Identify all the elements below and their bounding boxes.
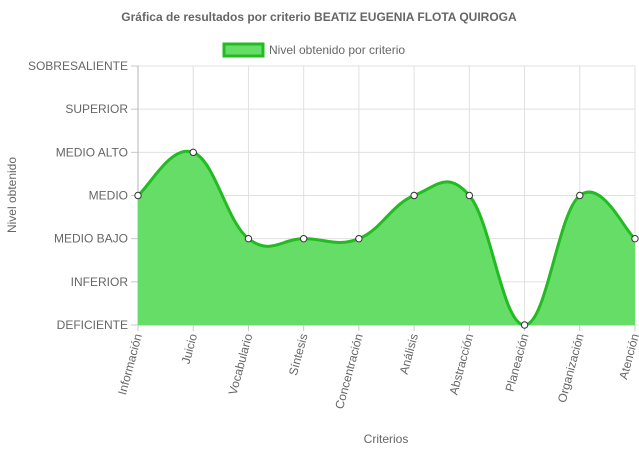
y-tick-label: SUPERIOR	[65, 102, 128, 116]
data-point[interactable]	[244, 234, 253, 243]
y-tick-label: MEDIO BAJO	[54, 232, 128, 246]
y-axis-ticks: DEFICIENTE INFERIOR MEDIO BAJO MEDIO MEDIO A…	[28, 59, 128, 332]
data-point[interactable]	[576, 191, 584, 200]
x-tick-label: Información	[115, 332, 145, 396]
y-tick-label: MEDIO	[89, 189, 128, 203]
x-tick-label: Organización	[555, 332, 587, 404]
x-tick-label: Abstracción	[446, 332, 476, 396]
x-axis-ticks: Información Juicio Vocabulario Síntesis Conc…	[115, 332, 639, 411]
data-point[interactable]	[465, 191, 474, 200]
y-axis-label: Nivel obtenido	[5, 157, 19, 233]
series-line	[136, 149, 637, 327]
data-point[interactable]	[355, 234, 363, 243]
x-tick-label: Planeación	[503, 332, 532, 393]
x-axis-label: Criterios	[364, 432, 409, 446]
y-tick-label: DEFICIENTE	[57, 318, 128, 332]
chart-title: Gráfica de resultados por criterio BEATI…	[121, 10, 517, 24]
x-tick-label: Vocabulario	[226, 332, 256, 397]
legend[interactable]: Nivel obtenido por criterio	[222, 42, 405, 58]
y-tick-label: INFERIOR	[71, 275, 129, 289]
series-fill	[138, 151, 635, 325]
x-tick-label: Síntesis	[286, 332, 311, 377]
data-point[interactable]	[189, 148, 197, 157]
data-point[interactable]	[134, 191, 142, 200]
data-point[interactable]	[410, 191, 418, 200]
data-point[interactable]	[631, 234, 639, 243]
legend-swatch	[222, 42, 265, 58]
y-tick-label: MEDIO ALTO	[56, 145, 128, 159]
series-area	[136, 149, 637, 327]
data-point[interactable]	[299, 234, 308, 243]
data-point[interactable]	[520, 321, 529, 329]
legend-label: Nivel obtenido por criterio	[269, 43, 405, 57]
x-tick-label: Juicio	[179, 332, 201, 366]
x-tick-label: Concentración	[332, 332, 366, 410]
y-tick-label: SOBRESALIENTE	[28, 59, 128, 73]
series-points	[134, 148, 639, 329]
x-tick-label: Análisis	[397, 332, 421, 376]
x-tick-label: Atención	[616, 332, 639, 381]
